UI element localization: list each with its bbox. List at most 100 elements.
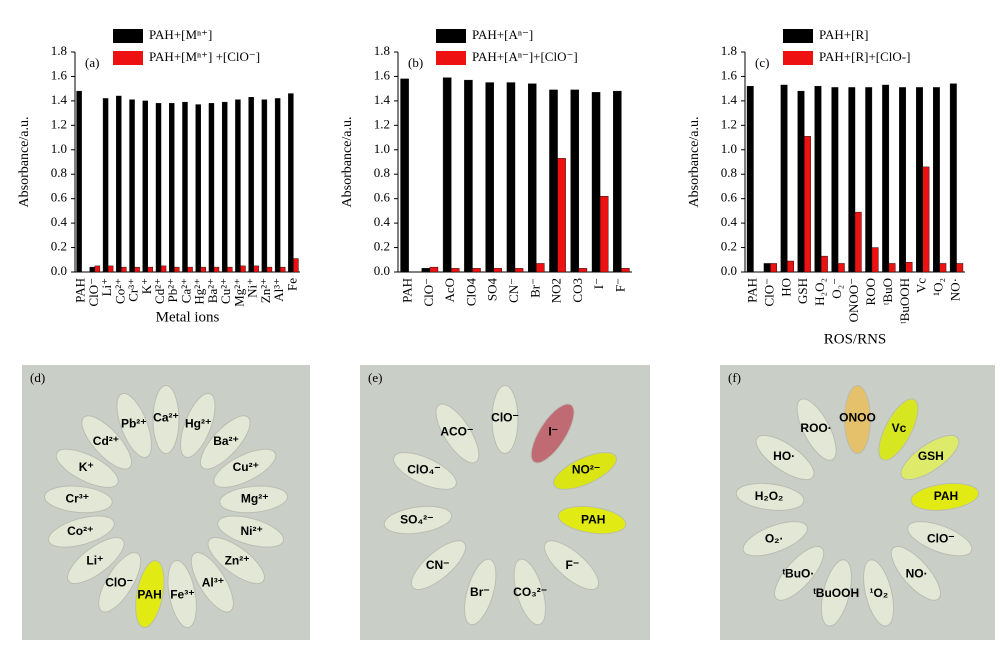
bar xyxy=(76,90,82,273)
panel-label: (f) xyxy=(728,370,741,385)
bar xyxy=(279,266,286,273)
legend-label: PAH+[R] xyxy=(819,27,868,42)
bar xyxy=(200,266,206,273)
bar xyxy=(195,104,201,273)
tube-label: K⁺ xyxy=(79,460,94,474)
bar xyxy=(94,265,101,273)
legend-swatch xyxy=(436,29,466,43)
legend-swatch xyxy=(113,51,143,65)
tube xyxy=(742,521,808,557)
y-tick-label: 0.0 xyxy=(51,263,67,278)
x-tick-label: Cu²⁺ xyxy=(218,278,233,304)
bar xyxy=(820,255,828,273)
bar xyxy=(227,266,233,273)
bar xyxy=(770,263,778,273)
x-tick-label: Br⁻ xyxy=(527,278,542,298)
bar xyxy=(939,263,947,273)
tube xyxy=(513,558,547,626)
bar xyxy=(142,100,148,273)
x-tick-label: CN⁻ xyxy=(506,278,521,303)
tube xyxy=(81,415,133,470)
x-tick-label: Cr³⁺ xyxy=(126,278,141,302)
tube-label: Ca²⁺ xyxy=(153,411,179,425)
bar xyxy=(240,265,246,273)
tube-label: PAH xyxy=(137,587,161,601)
bar xyxy=(905,262,913,273)
tube xyxy=(844,385,871,454)
y-tick-label: 0.0 xyxy=(721,263,737,278)
tube-label: NO²⁻ xyxy=(572,463,600,477)
y-axis-label: Absorbance/a.u. xyxy=(340,117,355,208)
tube-label: Br⁻ xyxy=(470,585,490,599)
y-tick-label: 0.4 xyxy=(51,214,68,229)
bar xyxy=(89,266,96,273)
x-tick-label: PAH xyxy=(744,278,759,303)
tube-label: Zn²⁺ xyxy=(225,553,250,567)
tube xyxy=(735,482,805,511)
tube xyxy=(199,415,251,470)
legend-label: PAH+[Mⁿ⁺] xyxy=(149,27,212,42)
x-tick-label: GSH xyxy=(795,278,810,304)
bar xyxy=(102,98,109,273)
legend-label: PAH+[Mⁿ⁺] +[ClO⁻] xyxy=(149,49,260,64)
x-tick-label: AcO xyxy=(442,278,457,303)
y-tick-label: 1.0 xyxy=(51,141,67,156)
tube xyxy=(910,482,980,511)
legend-label: PAH+[Aⁿ⁻]+[ClO⁻] xyxy=(472,49,578,64)
annotation: (b) xyxy=(408,55,423,70)
bar xyxy=(557,158,566,273)
tube-label: GSH xyxy=(918,449,944,463)
tube-label: ROO· xyxy=(800,421,831,435)
tube-label: ClO⁻ xyxy=(491,411,519,425)
bar xyxy=(922,166,930,273)
tube-label: Ni²⁺ xyxy=(241,524,263,538)
legend-swatch xyxy=(783,29,813,43)
tube-label: Hg²⁺ xyxy=(185,417,211,431)
tube xyxy=(383,505,453,535)
photo: (d) Ca²⁺ Hg²⁺Ba²⁺ Cu²⁺ Mg²⁺ Ni²⁺ Zn²⁺Al³⁺ Fe³⁺ P… xyxy=(22,365,310,640)
bar xyxy=(570,89,580,273)
bar xyxy=(288,93,294,273)
bar xyxy=(182,101,188,273)
tube xyxy=(557,505,627,535)
x-tick-label: K⁺ xyxy=(139,278,154,294)
photo: (f) ONOO Vc GSH PAH ClO⁻ NO· ¹O₂ ᵗBuOOH ᵗBuO· O₂· H… xyxy=(720,365,995,640)
bar xyxy=(248,97,254,273)
tube xyxy=(863,559,895,627)
y-tick-label: 0.2 xyxy=(51,239,67,254)
tube xyxy=(116,392,152,458)
bar xyxy=(129,99,135,273)
tube xyxy=(152,385,180,454)
legend-swatch xyxy=(783,51,813,65)
bar xyxy=(780,84,788,273)
bar xyxy=(213,266,220,273)
bar xyxy=(400,78,409,273)
bar xyxy=(787,260,794,273)
y-tick-label: 1.4 xyxy=(374,92,391,107)
bar xyxy=(266,266,273,273)
tube-label: NO· xyxy=(906,566,928,580)
y-tick-label: 0.8 xyxy=(721,165,737,180)
legend-label: PAH+[R]+[ClO-] xyxy=(819,49,910,64)
tube-label: CO₃²⁻ xyxy=(513,585,547,599)
x-tick-label: ᵗBuO xyxy=(880,278,895,305)
y-tick-label: 0.2 xyxy=(374,239,390,254)
tube xyxy=(796,398,837,461)
x-tick-label: I⁻ xyxy=(591,278,606,289)
tube-label: Fe³⁺ xyxy=(170,587,194,601)
x-tick-label: Fe xyxy=(284,278,299,291)
bar xyxy=(763,263,771,273)
x-tick-label: NO2 xyxy=(549,278,564,303)
bar xyxy=(949,83,957,273)
tube xyxy=(907,521,973,557)
bar xyxy=(621,268,630,273)
x-tick-label: ClO⁻ xyxy=(761,278,776,307)
tube xyxy=(410,540,467,590)
tube-label: O₂· xyxy=(765,531,784,545)
y-tick-label: 0.0 xyxy=(374,263,390,278)
y-tick-label: 0.6 xyxy=(721,190,738,205)
bar xyxy=(485,82,494,273)
tube-label: SO₄²⁻ xyxy=(400,512,433,526)
tube xyxy=(435,403,480,464)
annotation: (c) xyxy=(755,55,769,70)
